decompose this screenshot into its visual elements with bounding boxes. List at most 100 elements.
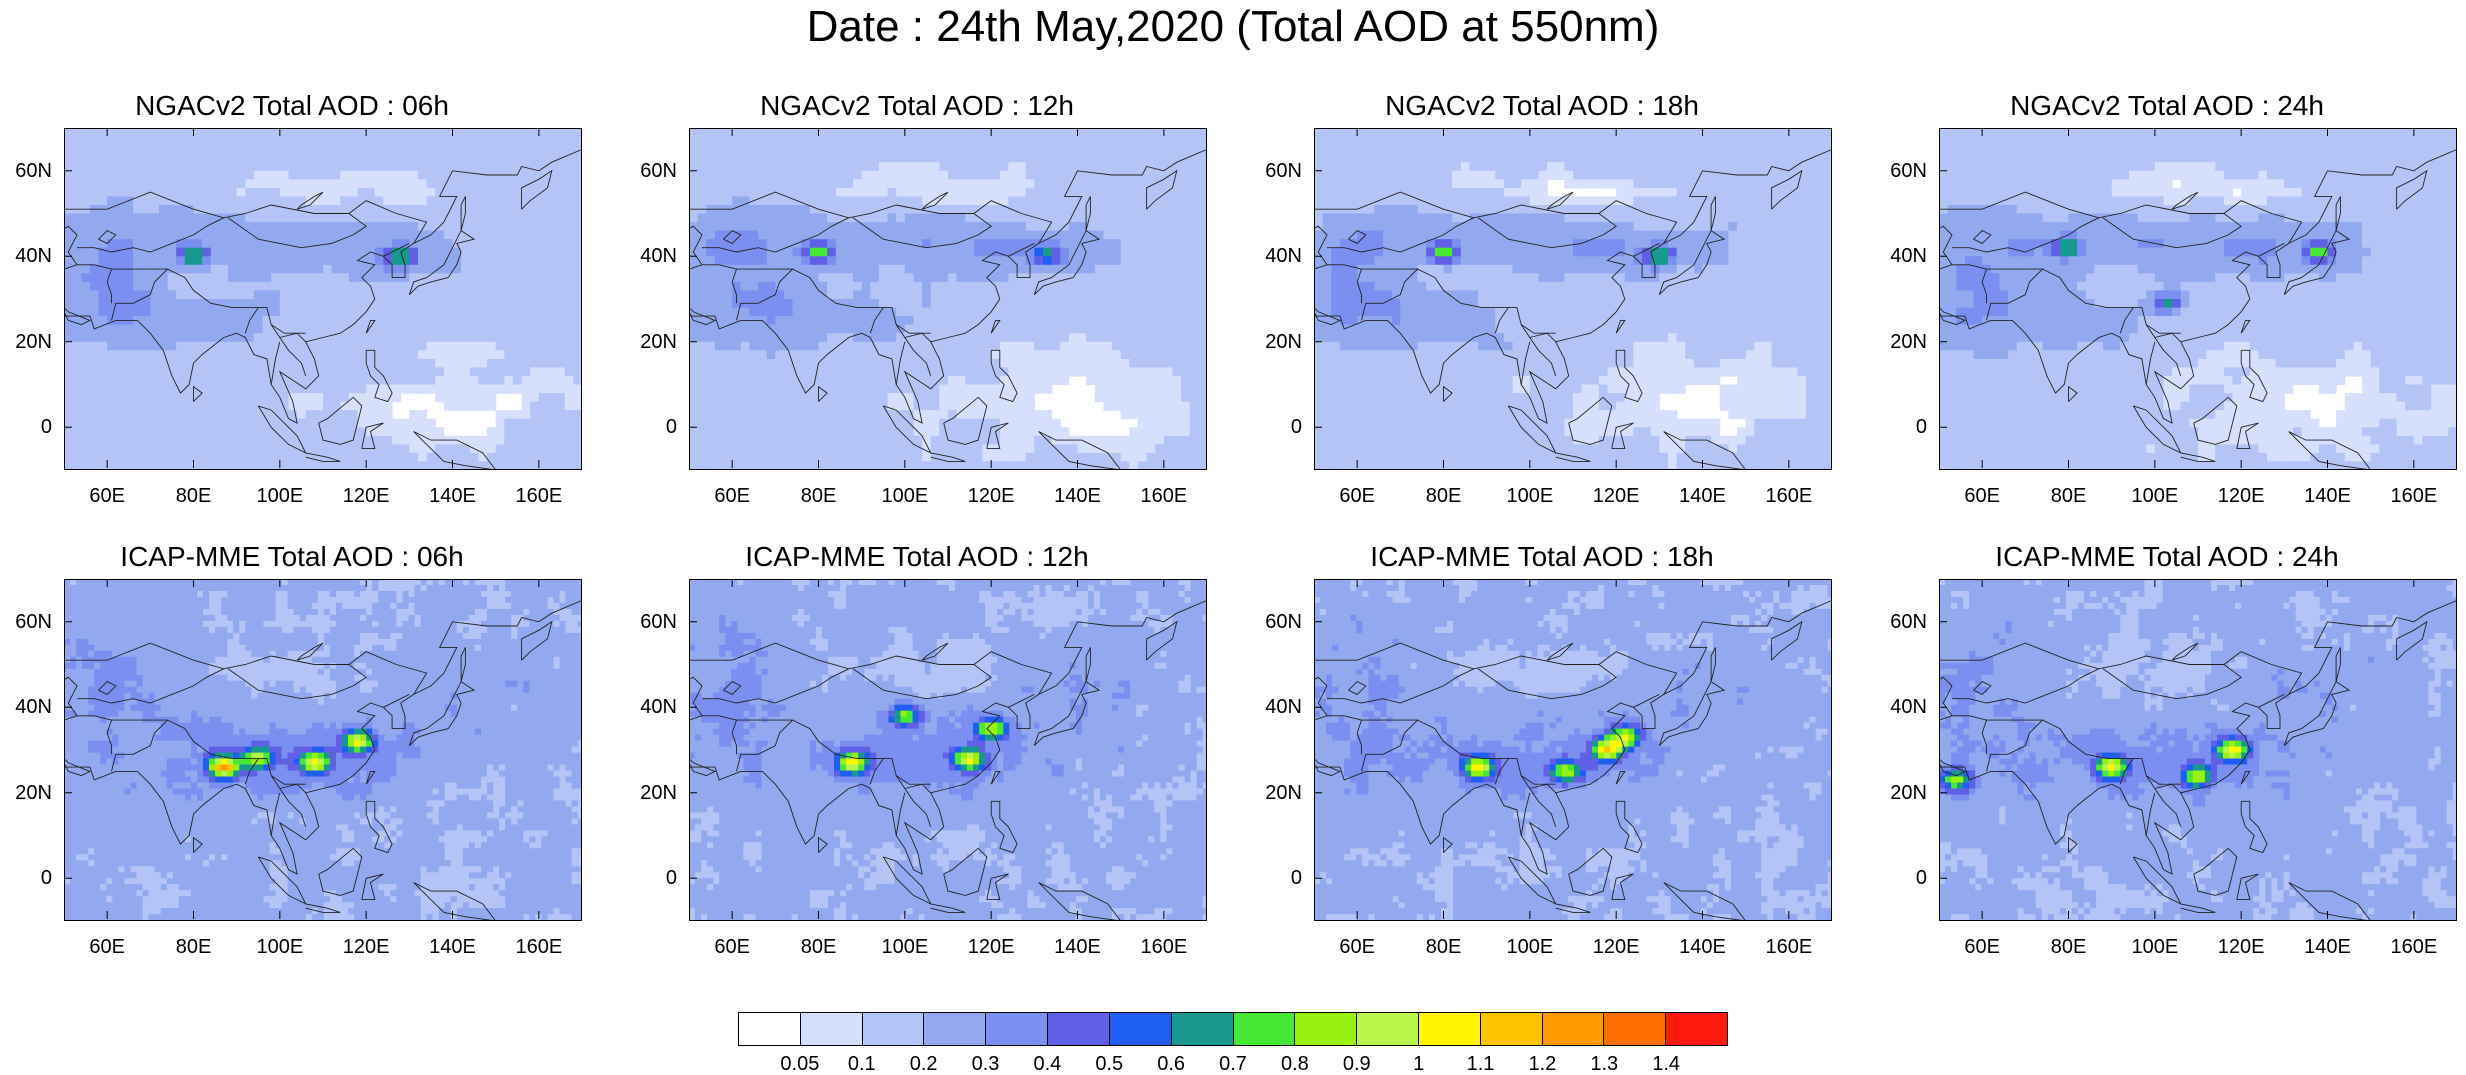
colorbar-label: 0.1 (832, 1054, 892, 1074)
lon-tick-label: 160E (1134, 937, 1194, 957)
lon-tick-label: 160E (1759, 486, 1819, 506)
lat-tick-label: 60N (12, 161, 52, 181)
lon-tick-label: 80E (164, 486, 224, 506)
lat-tick-label: 0 (12, 868, 52, 888)
lon-tick-label: 120E (336, 486, 396, 506)
lon-tick-label: 60E (702, 486, 762, 506)
colorbar-box (924, 1013, 986, 1045)
panel-title: NGACv2 Total AOD : 24h (1887, 90, 2447, 122)
lat-tick-label: 60N (637, 161, 677, 181)
colorbar-box (1604, 1013, 1666, 1045)
lat-tick-label: 40N (1262, 246, 1302, 266)
panel-title: NGACv2 Total AOD : 18h (1262, 90, 1822, 122)
colorbar-label: 0.9 (1327, 1054, 1387, 1074)
panel-title: ICAP-MME Total AOD : 24h (1887, 541, 2447, 573)
lon-tick-label: 140E (1048, 486, 1108, 506)
lat-tick-label: 20N (1887, 783, 1927, 803)
colorbar-box (1295, 1013, 1357, 1045)
colorbar-label: 0.7 (1203, 1054, 1263, 1074)
lon-tick-label: 60E (77, 486, 137, 506)
lon-tick-label: 80E (789, 937, 849, 957)
colorbar-box (1419, 1013, 1481, 1045)
colorbar-box (1110, 1013, 1172, 1045)
lat-tick-label: 20N (1262, 332, 1302, 352)
colorbar-box (1048, 1013, 1110, 1045)
aod-map (1939, 128, 2457, 470)
colorbar-label: 0.2 (894, 1054, 954, 1074)
colorbar-box (739, 1013, 801, 1045)
lon-tick-label: 80E (2039, 937, 2099, 957)
lat-tick-label: 20N (637, 783, 677, 803)
lat-tick-label: 60N (1262, 612, 1302, 632)
aod-field (689, 579, 1207, 921)
lat-tick-label: 40N (1262, 697, 1302, 717)
panel-title: NGACv2 Total AOD : 12h (637, 90, 1197, 122)
aod-map (689, 128, 1207, 470)
lon-tick-label: 160E (509, 486, 569, 506)
lon-tick-label: 160E (1134, 486, 1194, 506)
lat-tick-label: 20N (1262, 783, 1302, 803)
lat-tick-label: 0 (1887, 868, 1927, 888)
lat-tick-label: 60N (1887, 161, 1927, 181)
lon-tick-label: 100E (2125, 937, 2185, 957)
lon-tick-label: 160E (1759, 937, 1819, 957)
lon-tick-label: 140E (2298, 937, 2358, 957)
panel-title: NGACv2 Total AOD : 06h (12, 90, 572, 122)
lat-tick-label: 60N (1887, 612, 1927, 632)
lon-tick-label: 120E (961, 486, 1021, 506)
aod-map (1314, 128, 1832, 470)
panel-title: ICAP-MME Total AOD : 12h (637, 541, 1197, 573)
lon-tick-label: 80E (1414, 486, 1474, 506)
colorbar-box (801, 1013, 863, 1045)
lat-tick-label: 60N (12, 612, 52, 632)
aod-map (689, 579, 1207, 921)
lon-tick-label: 100E (1500, 486, 1560, 506)
lon-tick-label: 120E (1586, 937, 1646, 957)
colorbar-label: 1 (1389, 1054, 1449, 1074)
lon-tick-label: 80E (2039, 486, 2099, 506)
lon-tick-label: 80E (1414, 937, 1474, 957)
lat-tick-label: 20N (1887, 332, 1927, 352)
figure-title: Date : 24th May,2020 (Total AOD at 550nm… (0, 2, 2466, 52)
lon-tick-label: 100E (250, 486, 310, 506)
lat-tick-label: 40N (12, 697, 52, 717)
lat-tick-label: 20N (12, 332, 52, 352)
colorbar-label: 0.6 (1141, 1054, 1201, 1074)
aod-map (1939, 579, 2457, 921)
aod-field (1939, 128, 2457, 470)
colorbar (738, 1012, 1728, 1046)
colorbar-label: 0.8 (1265, 1054, 1325, 1074)
lon-tick-label: 120E (1586, 486, 1646, 506)
lon-tick-label: 160E (509, 937, 569, 957)
colorbar-label: 1.1 (1451, 1054, 1511, 1074)
lat-tick-label: 0 (637, 417, 677, 437)
lon-tick-label: 100E (2125, 486, 2185, 506)
colorbar-boxes (738, 1012, 1728, 1046)
lat-tick-label: 20N (637, 332, 677, 352)
colorbar-box (1357, 1013, 1419, 1045)
colorbar-label: 1.3 (1574, 1054, 1634, 1074)
lon-tick-label: 60E (1327, 937, 1387, 957)
panel-title: ICAP-MME Total AOD : 06h (12, 541, 572, 573)
lat-tick-label: 40N (637, 246, 677, 266)
colorbar-box (863, 1013, 925, 1045)
lon-tick-label: 140E (423, 486, 483, 506)
aod-field (689, 128, 1207, 470)
colorbar-box (1172, 1013, 1234, 1045)
lon-tick-label: 100E (875, 937, 935, 957)
lat-tick-label: 40N (1887, 697, 1927, 717)
lon-tick-label: 140E (1673, 937, 1733, 957)
aod-field (1314, 128, 1832, 470)
lon-tick-label: 140E (423, 937, 483, 957)
lon-tick-label: 140E (2298, 486, 2358, 506)
lon-tick-label: 80E (164, 937, 224, 957)
lon-tick-label: 120E (961, 937, 1021, 957)
lon-tick-label: 60E (702, 937, 762, 957)
aod-field (64, 128, 582, 470)
lon-tick-label: 140E (1048, 937, 1108, 957)
